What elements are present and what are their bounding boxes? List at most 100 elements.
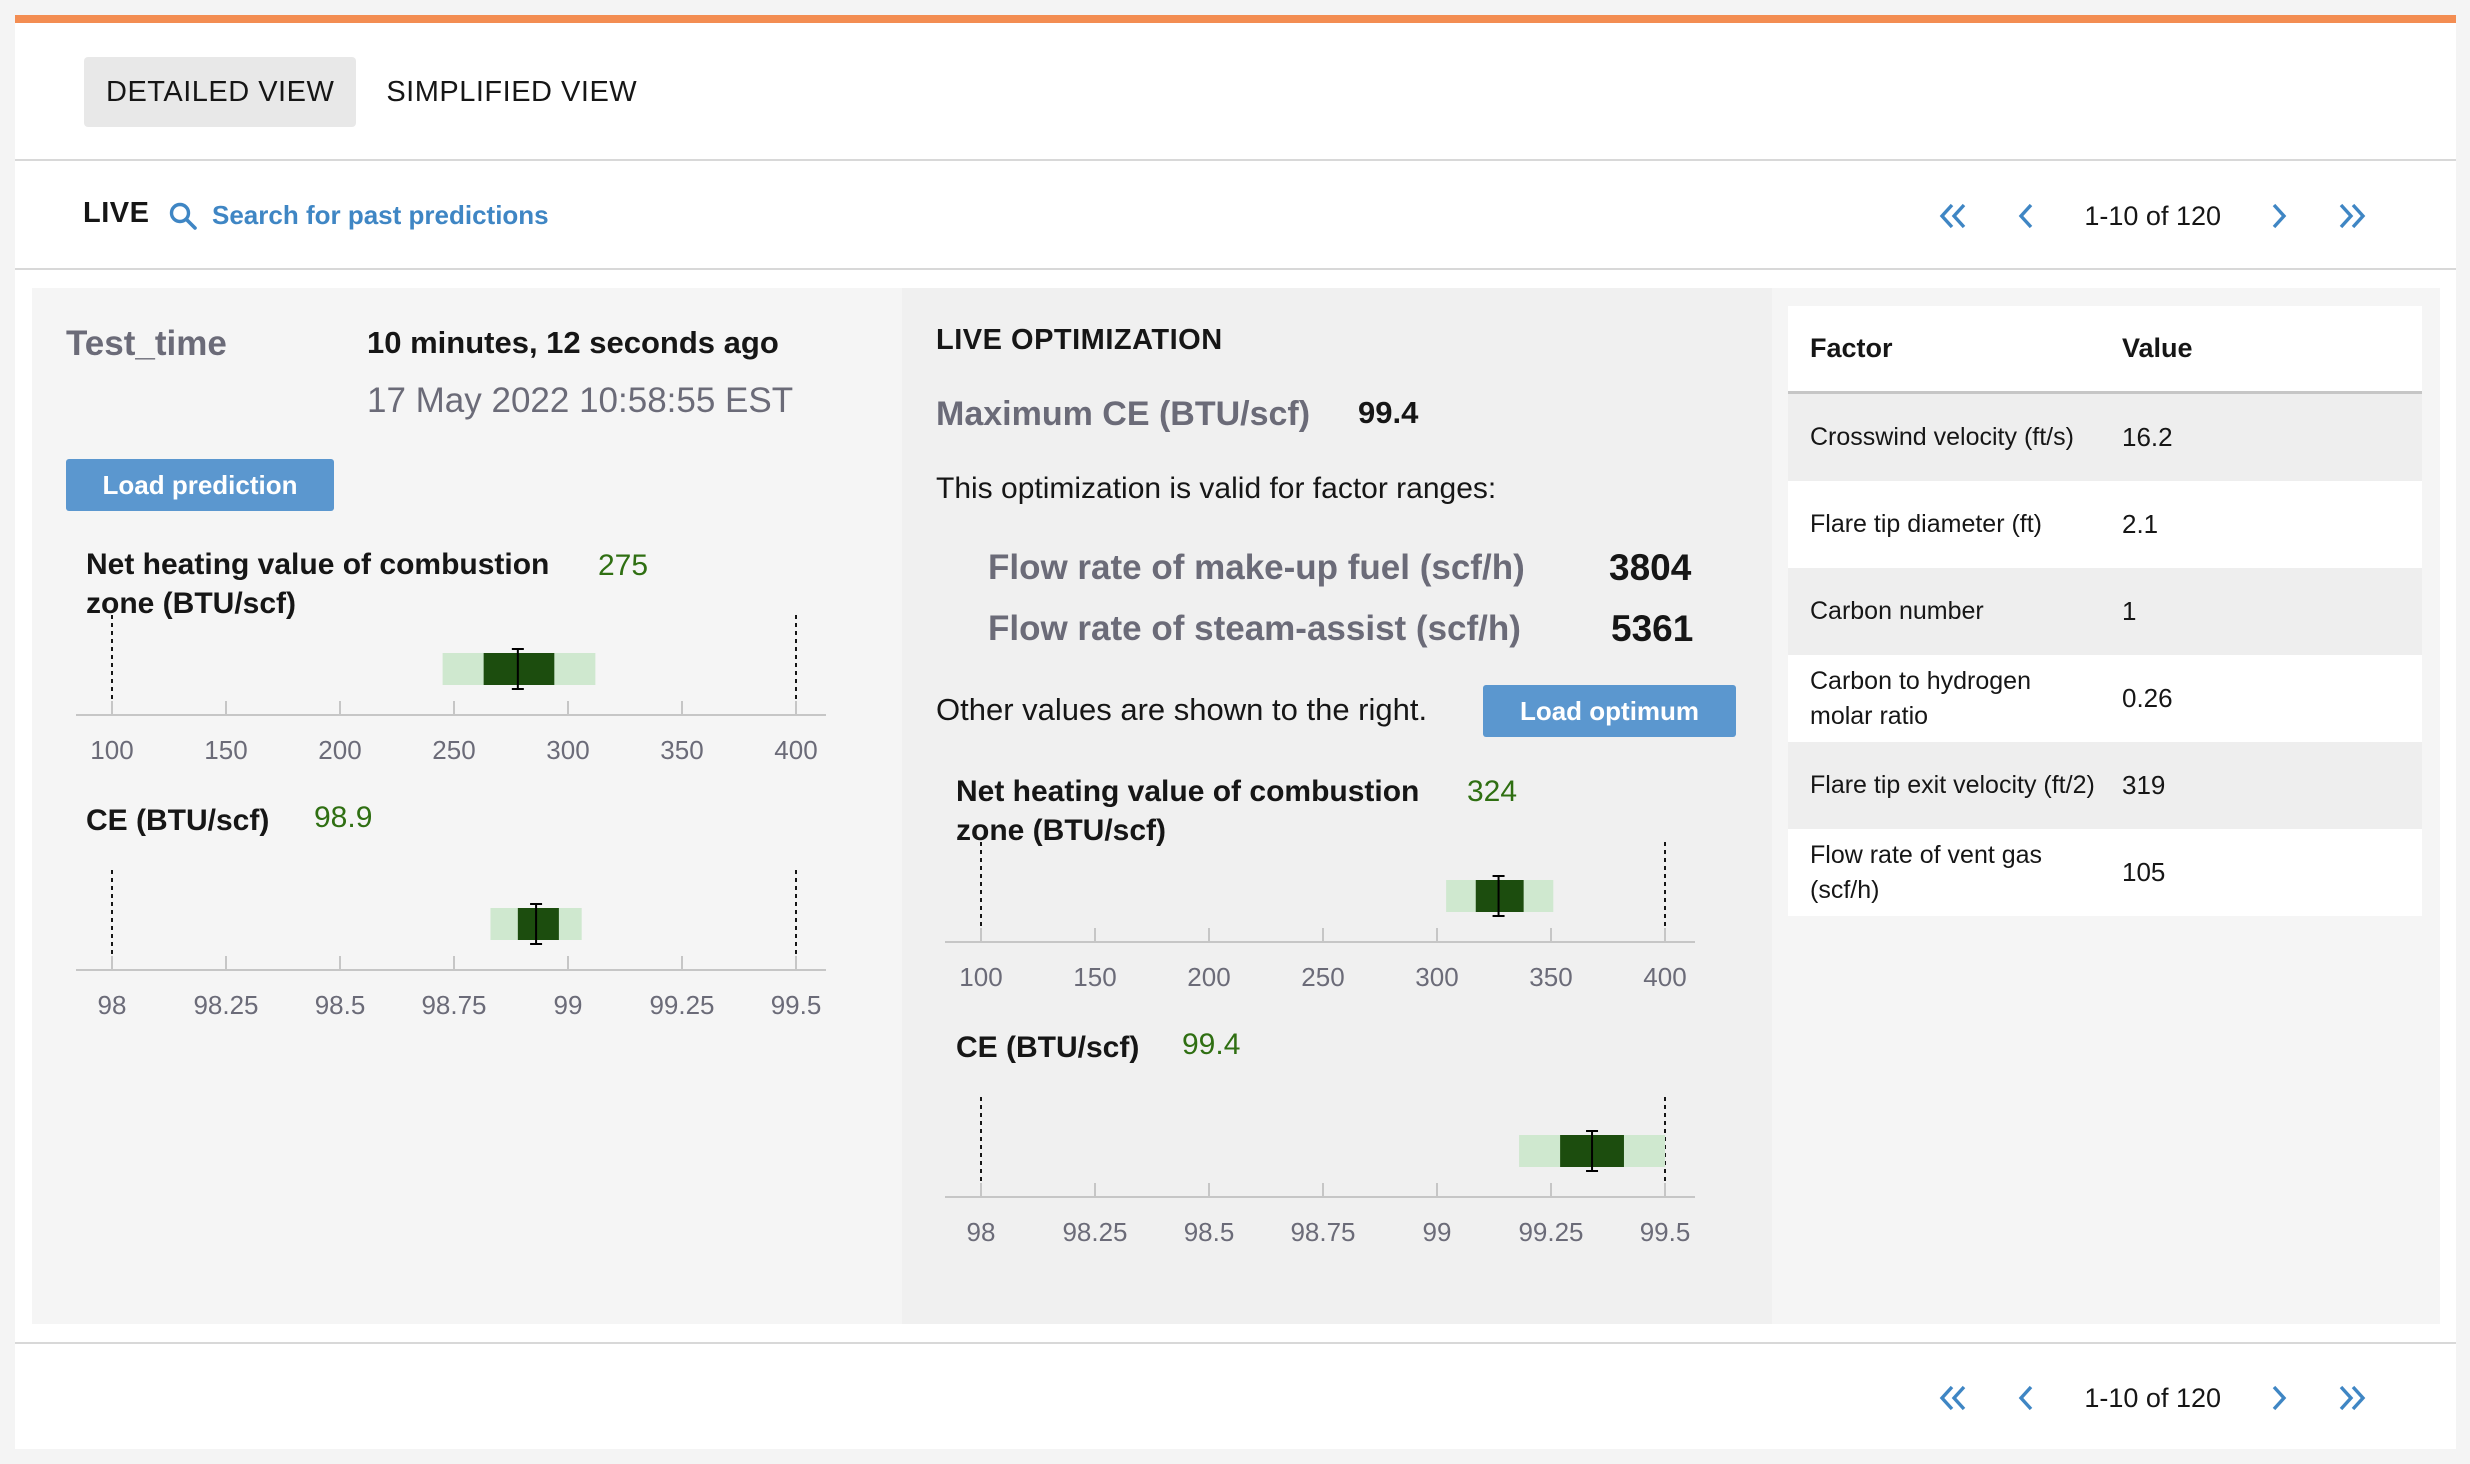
divider	[15, 268, 2456, 270]
table-row: Flare tip exit velocity (ft/2) 319	[1788, 742, 2422, 829]
tick-label: 98	[98, 990, 127, 1020]
range-chart-svg: 100 150 200 250 300 350 400	[76, 615, 826, 765]
tab-simplified-view[interactable]: SIMPLIFIED VIEW	[386, 76, 638, 108]
tick-label: 150	[204, 735, 247, 765]
optimization-title: LIVE OPTIMIZATION	[936, 324, 1223, 356]
factor-range-value: 5361	[1611, 608, 1694, 649]
tab-detailed-view[interactable]: DETAILED VIEW	[84, 57, 357, 127]
table-row: Crosswind velocity (ft/s) 16.2	[1788, 394, 2422, 481]
prev-page-button[interactable]	[2006, 1378, 2046, 1418]
tick-label: 400	[774, 735, 817, 765]
tick-label: 300	[1415, 962, 1458, 992]
tick-label: 98.75	[421, 990, 486, 1020]
factor-value: 16.2	[2122, 422, 2173, 452]
load-prediction-button[interactable]: Load prediction	[66, 459, 334, 511]
first-page-button[interactable]	[1934, 196, 1974, 236]
tick-label: 200	[318, 735, 361, 765]
interval-inner-bar	[483, 653, 555, 685]
factor-range-value: 3804	[1609, 547, 1692, 588]
next-page-button[interactable]	[2259, 1378, 2299, 1418]
factor-value: 2.1	[2122, 509, 2159, 539]
table-row: Carbon number 1	[1788, 568, 2422, 655]
header-factor: Factor	[1810, 333, 1893, 363]
tick-label: 98.5	[315, 990, 366, 1020]
divider	[15, 1342, 2456, 1344]
search-link-label: Search for past predictions	[212, 200, 549, 230]
factor-name: Carbon number	[1810, 597, 1984, 625]
last-page-button[interactable]	[2331, 196, 2371, 236]
max-ce-value: 99.4	[1358, 395, 1419, 430]
metric-label: CE (BTU/scf)	[956, 1031, 1140, 1064]
chevron-left-icon	[2019, 1385, 2033, 1411]
factors-table: Factor Value Crosswind velocity (ft/s) 1…	[1788, 306, 2422, 916]
prediction-name: Test_time	[66, 324, 227, 363]
factor-value: 319	[2122, 770, 2166, 800]
double-chevron-right-icon	[2339, 203, 2366, 229]
page-range: 1-10 of 120	[2084, 200, 2221, 231]
load-optimum-button[interactable]: Load optimum	[1483, 685, 1736, 737]
tick-label: 98.25	[193, 990, 258, 1020]
chevron-left-icon	[2019, 203, 2033, 229]
table-body: Crosswind velocity (ft/s) 16.2 Flare tip…	[1788, 394, 2422, 916]
max-ce-label: Maximum CE (BTU/scf)	[936, 395, 1311, 433]
double-chevron-left-icon	[1940, 203, 1966, 229]
tick-label: 99.5	[1640, 1217, 1691, 1247]
search-icon	[169, 202, 197, 230]
factor-range-label: Flow rate of make-up fuel (scf/h)	[988, 548, 1525, 587]
header-value: Value	[2122, 333, 2193, 363]
tick-label: 98.5	[1184, 1217, 1235, 1247]
first-page-button[interactable]	[1934, 1378, 1974, 1418]
interval-inner-bar	[517, 908, 559, 940]
tick-label: 99.25	[649, 990, 714, 1020]
factor-name: Flow rate of vent gas (scf/h)	[1810, 840, 2043, 904]
tick-label: 250	[1301, 962, 1344, 992]
tick-label: 99	[554, 990, 583, 1020]
tick-label: 400	[1643, 962, 1686, 992]
double-chevron-right-icon	[2339, 1385, 2366, 1411]
chevron-right-icon	[2272, 203, 2287, 229]
table-row: Carbon to hydrogen molar ratio 0.26	[1788, 655, 2422, 742]
metric-label-line: Net heating value of combustion	[86, 548, 550, 581]
tick-label: 98.25	[1062, 1217, 1127, 1247]
accent-bar	[15, 15, 2456, 23]
factor-name: Flare tip diameter (ft)	[1810, 510, 2043, 538]
prediction-timestamp: 17 May 2022 10:58:55 EST	[367, 381, 794, 420]
next-page-button[interactable]	[2259, 196, 2299, 236]
validity-text: This optimization is valid for factor ra…	[936, 472, 1497, 505]
metric-value: 99.4	[1182, 1028, 1241, 1061]
tick-label: 99.25	[1518, 1217, 1583, 1247]
factor-name: Crosswind velocity (ft/s)	[1810, 423, 2074, 451]
table-row: Flare tip diameter (ft) 2.1	[1788, 481, 2422, 568]
metric-label-line: zone (BTU/scf)	[86, 587, 296, 620]
double-chevron-left-icon	[1940, 1385, 1966, 1411]
metric-label: Net heating value of combustion zone (BT…	[86, 545, 549, 623]
range-chart-svg: 100 150 200 250 300 350 400	[945, 842, 1695, 992]
metric-label-line: zone (BTU/scf)	[956, 814, 1166, 847]
pagination-bottom: 1-10 of 120	[1934, 1378, 2371, 1418]
metric-label: Net heating value of combustion zone (BT…	[956, 772, 1419, 850]
metric-label: CE (BTU/scf)	[86, 804, 270, 837]
interval-inner-bar	[1475, 880, 1524, 912]
table-header: Factor Value	[1788, 306, 2422, 394]
other-values-text: Other values are shown to the right.	[936, 692, 1428, 727]
factor-name: Flare tip exit velocity (ft/2)	[1810, 771, 2095, 799]
tick-label: 250	[432, 735, 475, 765]
live-label: LIVE	[83, 197, 150, 229]
last-page-button[interactable]	[2331, 1378, 2371, 1418]
tick-label: 300	[546, 735, 589, 765]
factor-value: 0.26	[2122, 683, 2173, 713]
view-tabs: DETAILED VIEW SIMPLIFIED VIEW	[84, 57, 659, 127]
divider	[15, 159, 2456, 161]
factor-value: 1	[2122, 596, 2137, 626]
pagination-top: 1-10 of 120	[1934, 196, 2371, 236]
metric-value: 98.9	[314, 801, 373, 834]
table-row: Flow rate of vent gas (scf/h) 105	[1788, 829, 2422, 916]
tick-label: 99.5	[771, 990, 822, 1020]
page-range: 1-10 of 120	[2084, 1382, 2221, 1413]
tick-label: 350	[660, 735, 703, 765]
chevron-right-icon	[2272, 1385, 2287, 1411]
search-past-predictions-link[interactable]: Search for past predictions	[168, 200, 549, 231]
prev-page-button[interactable]	[2006, 196, 2046, 236]
factor-value: 105	[2122, 857, 2166, 887]
prediction-relative-time: 10 minutes, 12 seconds ago	[367, 325, 779, 360]
